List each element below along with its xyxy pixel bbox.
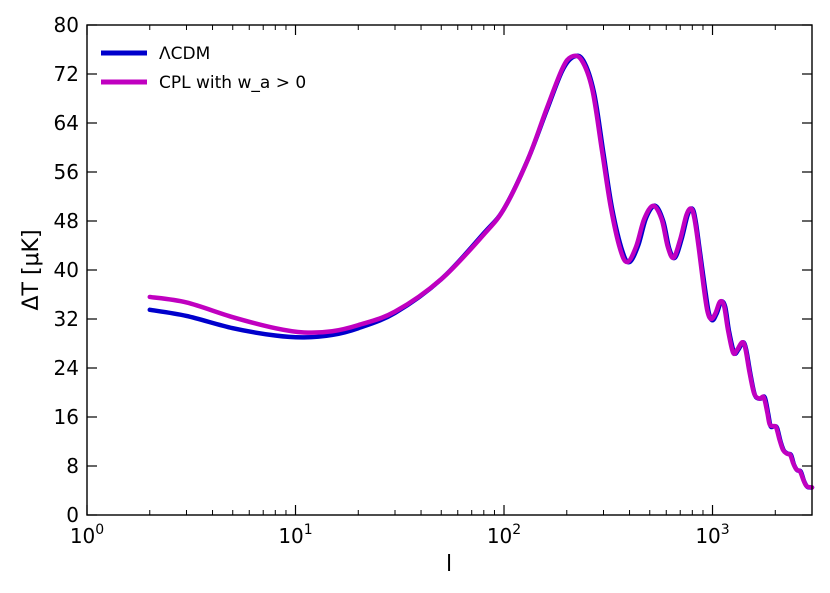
x-tick-label: 103	[695, 522, 729, 548]
legend-label-lcdm: ΛCDM	[159, 44, 210, 64]
x-axis-label: l	[446, 552, 452, 577]
plot-frame	[86, 24, 813, 516]
x-tick-label: 102	[487, 522, 521, 548]
y-tick-label: 72	[54, 62, 79, 86]
legend-label-cpl: CPL with w_a > 0	[159, 73, 306, 93]
y-tick-label: 0	[66, 503, 79, 527]
y-tick-label: 64	[54, 111, 79, 135]
y-axis-label: ΔT [μK]	[19, 229, 44, 310]
y-tick-label: 16	[54, 405, 79, 429]
y-tick-label: 24	[54, 356, 79, 380]
y-tick-label: 56	[54, 160, 79, 184]
y-tick-label: 8	[66, 454, 79, 478]
y-tick-label: 80	[54, 13, 79, 37]
x-tick-label: 101	[278, 522, 312, 548]
y-tick-label: 32	[54, 307, 79, 331]
y-tick-label: 48	[54, 209, 79, 233]
x-tick-label: 100	[70, 522, 104, 548]
legend: ΛCDM CPL with w_a > 0	[101, 44, 306, 93]
series-layer	[147, 53, 815, 490]
ticks-layer: 0 8 16 24 32 40 48 56 64 72 80 100 101 102 103	[54, 13, 813, 548]
series-line-1	[147, 53, 815, 490]
y-tick-label: 40	[54, 258, 79, 282]
